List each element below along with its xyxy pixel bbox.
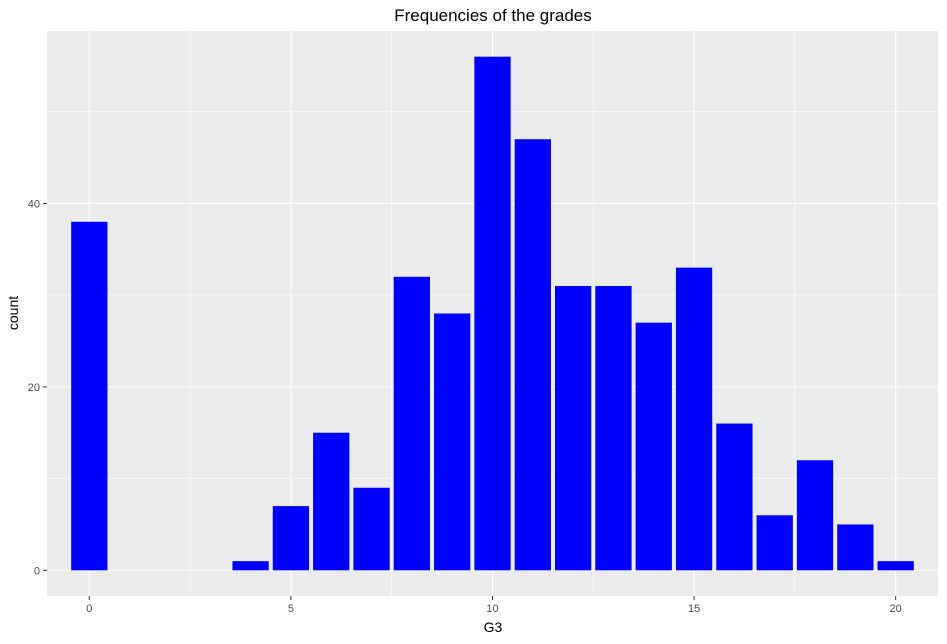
x-tick-label: 5 (288, 603, 294, 615)
bar-g3-12 (554, 285, 592, 571)
bar-g3-18 (796, 460, 834, 571)
x-tick-label: 0 (86, 603, 92, 615)
bar-g3-14 (635, 322, 672, 571)
bar-g3-16 (716, 423, 753, 571)
chart-title: Frequencies of the grades (394, 6, 592, 25)
y-tick-label: 20 (28, 382, 40, 394)
bar-g3-7 (353, 487, 390, 571)
x-tick-label: 10 (486, 603, 498, 615)
x-axis-ticks: 0 5 10 15 20 (86, 596, 902, 615)
y-tick-label: 40 (28, 198, 40, 210)
bar-g3-8 (393, 276, 431, 571)
bar-g3-4 (232, 561, 269, 571)
bar-g3-19 (837, 524, 874, 571)
bar-g3-13 (595, 285, 632, 571)
y-tick-label: 0 (34, 565, 40, 577)
bar-g3-6 (313, 432, 350, 571)
bar-g3-20 (877, 561, 914, 571)
x-axis-title: G3 (484, 619, 503, 635)
bar-g3-0 (71, 221, 108, 571)
bars-group (71, 56, 914, 571)
bar-g3-17 (756, 515, 793, 571)
y-axis-ticks: 0 20 40 (28, 198, 47, 577)
y-axis-title: count (5, 296, 21, 330)
x-tick-label: 15 (688, 603, 700, 615)
bar-g3-5 (272, 506, 310, 571)
bar-g3-9 (434, 313, 471, 571)
x-tick-label: 20 (890, 603, 902, 615)
bar-g3-10 (474, 56, 511, 571)
bar-g3-11 (514, 139, 551, 571)
bar-g3-15 (675, 267, 713, 571)
